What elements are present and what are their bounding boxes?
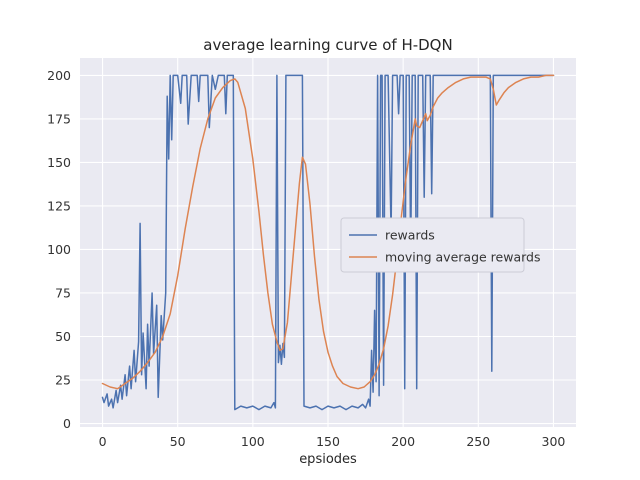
chart-title: average learning curve of H-DQN <box>203 36 452 54</box>
x-tick-label: 250 <box>466 434 490 449</box>
y-tick-label: 0 <box>63 416 71 431</box>
y-tick-label: 175 <box>47 111 71 126</box>
y-tick-label: 150 <box>47 155 71 170</box>
series-lines <box>101 74 555 411</box>
x-tick-label: 150 <box>316 434 340 449</box>
y-tick-label: 100 <box>47 242 71 257</box>
x-tick-label: 300 <box>542 434 566 449</box>
legend-label: moving average rewards <box>385 250 540 265</box>
x-tick-label: 200 <box>391 434 415 449</box>
legend-box <box>340 217 525 273</box>
rewards-line <box>101 74 555 411</box>
grid-lines <box>80 58 576 427</box>
y-tick-label: 200 <box>47 68 71 83</box>
legend: rewards moving average rewards <box>340 217 540 273</box>
x-axis-label: epsiodes <box>299 452 357 467</box>
moving-average-rewards-line <box>101 74 555 390</box>
y-tick-label: 25 <box>55 373 71 388</box>
y-tick-label: 50 <box>55 329 71 344</box>
y-tick-label: 125 <box>47 198 71 213</box>
x-tick-label: 100 <box>241 434 265 449</box>
x-tick-label: 0 <box>99 434 107 449</box>
legend-label: rewards <box>385 228 435 243</box>
y-tick-label: 75 <box>55 285 71 300</box>
axis-tick-labels: 0 50 100 150 200 250 300 0 25 50 75 100 125 150 175 200 <box>47 68 565 449</box>
x-tick-label: 50 <box>170 434 186 449</box>
